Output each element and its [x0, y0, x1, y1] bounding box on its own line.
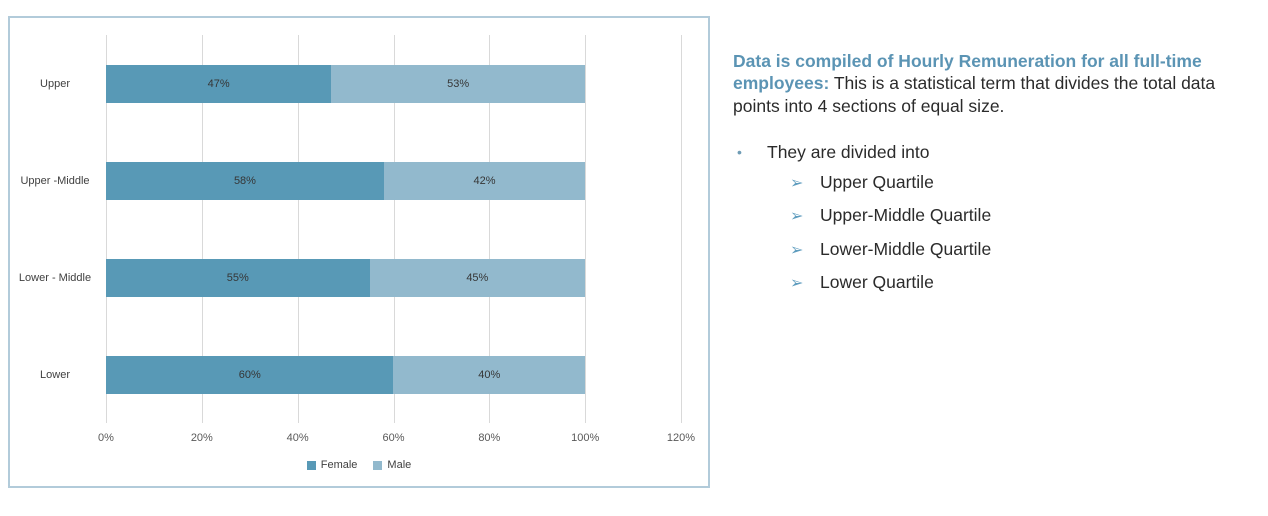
x-tick-label: 100%	[571, 432, 600, 444]
x-tick-label: 20%	[190, 432, 213, 444]
category-band: Upper 47% 53%	[40, 35, 681, 132]
stacked-bar: 58% 42%	[106, 161, 586, 200]
gridline-0%	[106, 35, 107, 423]
plot-area: Upper 47% 53% Upper -Middle 58% 42% Lower - Mi…	[19, 35, 695, 444]
gridline-80%	[489, 35, 491, 423]
stacked-bar: 55% 45%	[106, 258, 586, 297]
bullet-text: They are divided into	[767, 142, 930, 163]
category-label: Upper	[40, 77, 70, 90]
bar-segment-male: 42%	[383, 161, 586, 200]
list-item-label: Lower-Middle Quartile	[820, 238, 992, 259]
quartile-list: ➢ Upper Quartile ➢ Upper-Middle Quartile…	[733, 171, 1249, 295]
legend-entry-female: Female	[306, 459, 358, 471]
list-item: ➢ Lower-Middle Quartile	[790, 238, 1249, 261]
legend-label: Male	[387, 459, 412, 471]
stacked-bar: 60% 40%	[106, 355, 586, 394]
arrow-bullet-icon: ➢	[790, 274, 804, 292]
arrow-bullet-icon: ➢	[790, 241, 804, 259]
gridline-20%	[201, 35, 203, 423]
arrow-bullet-icon: ➢	[790, 174, 804, 192]
stacked-bar: 47% 53%	[106, 64, 586, 103]
category-band: Lower - Middle 55% 45%	[19, 229, 681, 326]
legend-swatch-icon	[373, 460, 383, 470]
category-label: Lower - Middle	[18, 271, 92, 284]
gridline-120%	[681, 35, 682, 423]
list-item-label: Upper-Middle Quartile	[820, 205, 992, 226]
legend-swatch-icon	[306, 460, 316, 470]
bar-segment-male: 53%	[331, 64, 586, 103]
info-panel: Data is compiled of Hourly Remuneration …	[733, 50, 1249, 304]
x-tick-label: 0%	[98, 432, 114, 444]
bar-segment-female: 55%	[106, 258, 370, 297]
category-band: Lower 60% 40%	[40, 326, 681, 423]
gridline-60%	[393, 35, 395, 423]
legend-entry-male: Male	[373, 459, 411, 471]
list-item-label: Lower Quartile	[820, 271, 934, 292]
gridline-40%	[297, 35, 299, 423]
list-item: ➢ Lower Quartile	[790, 271, 1249, 294]
x-tick-label: 60%	[382, 432, 405, 444]
x-tick-label: 120%	[666, 432, 696, 444]
arrow-bullet-icon: ➢	[790, 208, 804, 226]
bar-segment-female: 47%	[106, 64, 332, 103]
bar-segment-female: 60%	[106, 355, 394, 394]
list-item: ➢ Upper-Middle Quartile	[790, 204, 1249, 227]
chart-legend: Female Male	[10, 459, 708, 471]
gridline-100%	[585, 35, 587, 423]
bar-segment-male: 40%	[393, 355, 586, 394]
legend-label: Female	[320, 459, 358, 471]
bullet-dot-icon: •	[737, 144, 742, 161]
list-item-label: Upper Quartile	[820, 171, 934, 192]
bar-segment-male: 45%	[369, 258, 586, 297]
list-item: ➢ Upper Quartile	[790, 171, 1249, 194]
quartile-chart: Upper 47% 53% Upper -Middle 58% 42% Lower - Mi…	[8, 16, 710, 488]
category-band: Upper -Middle 58% 42%	[20, 132, 681, 229]
bullet-item: • They are divided into	[733, 141, 1249, 163]
intro-paragraph: Data is compiled of Hourly Remuneration …	[733, 50, 1249, 117]
intro-heading-rest: This is a statistical term that divides …	[733, 73, 1216, 116]
intro-heading-bold: Data is compiled of Hourly Remuneration …	[733, 51, 1202, 94]
bar-segment-female: 58%	[106, 161, 384, 200]
x-tick-label: 40%	[286, 432, 309, 444]
category-label: Upper -Middle	[20, 174, 90, 187]
x-tick-label: 80%	[478, 432, 501, 444]
category-label: Lower	[40, 368, 70, 381]
